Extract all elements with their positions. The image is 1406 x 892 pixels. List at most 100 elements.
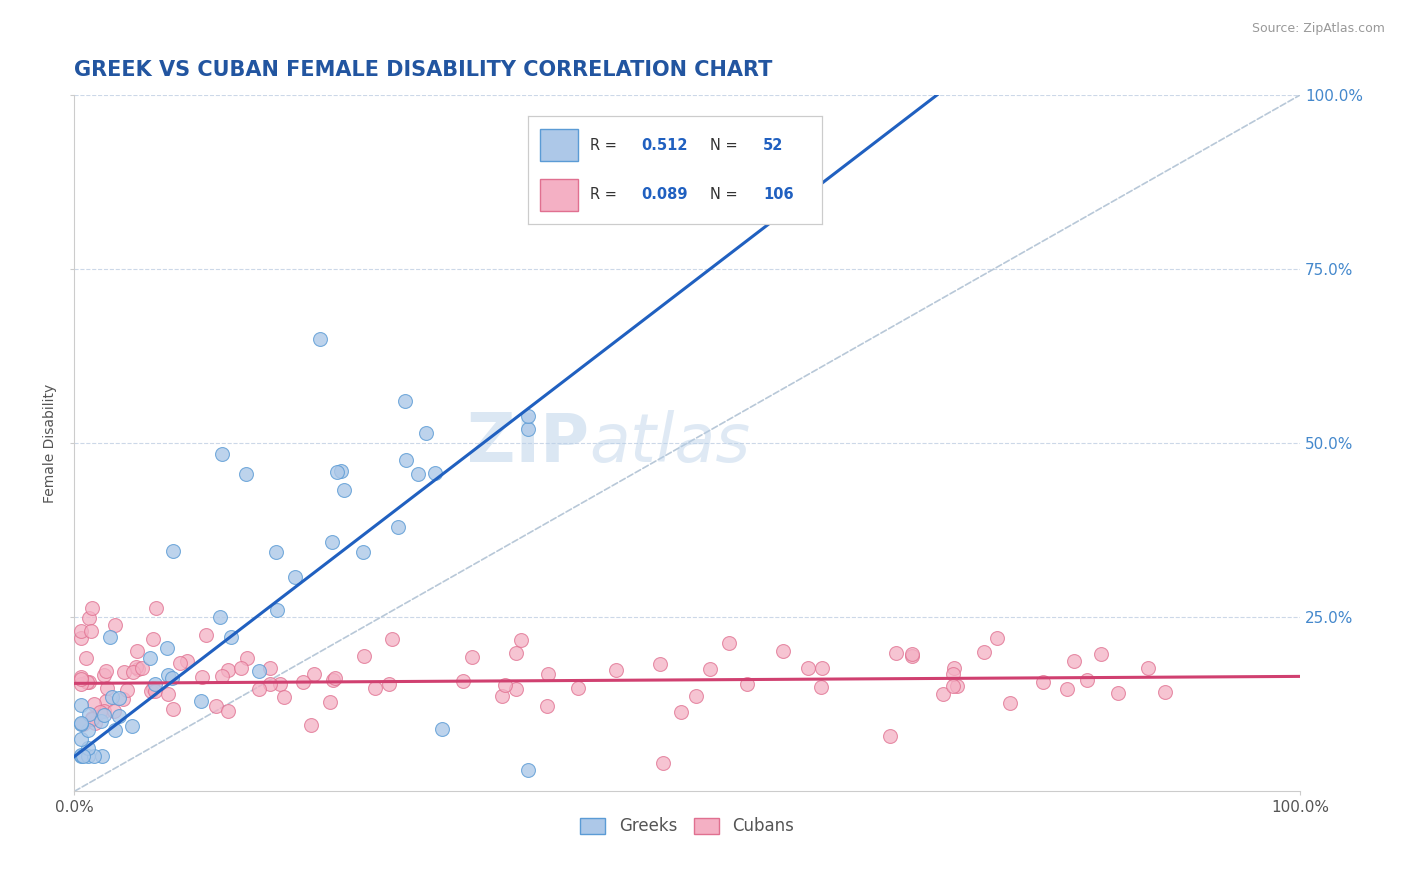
Point (946, 679, 969, 693)
Point (415, 425, 437, 440)
Point (1107, 686, 1129, 700)
Point (879, 729, 901, 743)
Point (94, 665, 117, 679)
Point (93, 708, 115, 723)
Point (669, 705, 692, 719)
Point (264, 545, 287, 559)
Point (76, 723, 98, 738)
Point (884, 646, 907, 660)
Point (160, 671, 183, 685)
Point (143, 684, 166, 698)
Point (1076, 673, 1098, 688)
Point (304, 667, 326, 681)
Point (236, 650, 259, 665)
Legend: Greeks, Cubans: Greeks, Cubans (574, 811, 800, 842)
Point (156, 687, 179, 701)
Point (505, 646, 527, 660)
Point (217, 664, 239, 678)
Point (247, 664, 270, 678)
Point (84, 716, 107, 731)
Point (364, 681, 387, 695)
Point (451, 673, 474, 688)
Point (737, 677, 759, 691)
Point (536, 698, 558, 713)
Point (125, 660, 148, 674)
Point (326, 465, 349, 479)
Point (932, 686, 955, 700)
Point (77, 611, 100, 625)
Point (353, 649, 375, 664)
Point (91, 749, 114, 764)
Point (190, 694, 212, 708)
Point (772, 644, 794, 658)
Point (127, 662, 149, 676)
Point (104, 618, 127, 632)
Point (516, 764, 538, 778)
Point (1063, 655, 1085, 669)
Point (77, 740, 100, 755)
Point (76, 674, 98, 689)
Point (537, 667, 560, 681)
Point (648, 657, 671, 671)
Point (1032, 674, 1054, 689)
Point (266, 602, 288, 616)
Point (195, 628, 218, 642)
Point (1056, 682, 1078, 697)
Point (494, 678, 516, 692)
Point (259, 676, 281, 690)
Point (505, 681, 527, 696)
Point (162, 702, 184, 716)
Point (430, 722, 453, 736)
Point (1136, 661, 1159, 675)
Point (69, 670, 91, 684)
Point (605, 663, 627, 677)
Point (395, 453, 418, 467)
Point (75, 651, 97, 665)
Point (205, 699, 228, 714)
Point (461, 649, 484, 664)
Point (69, 698, 91, 713)
Point (998, 697, 1021, 711)
Point (217, 704, 239, 718)
Point (90, 714, 112, 728)
Point (142, 681, 165, 695)
Point (406, 467, 429, 481)
Point (219, 630, 242, 644)
Point (323, 671, 346, 685)
Point (80, 711, 103, 725)
Point (299, 718, 322, 732)
Point (121, 718, 143, 732)
Point (112, 665, 135, 679)
Point (69, 631, 91, 645)
Point (169, 656, 191, 670)
Point (699, 662, 721, 676)
Point (142, 632, 165, 647)
Point (77, 675, 100, 690)
Point (111, 691, 134, 706)
Point (209, 610, 232, 624)
Point (115, 682, 138, 697)
Text: ZIP: ZIP (467, 410, 589, 476)
Point (83, 749, 105, 764)
Point (131, 661, 153, 675)
Point (93, 667, 115, 681)
Point (797, 661, 820, 675)
Point (72, 717, 94, 731)
Point (156, 641, 179, 656)
Point (567, 681, 589, 695)
Point (141, 684, 163, 698)
Point (516, 409, 538, 423)
Point (211, 447, 233, 461)
Point (333, 483, 356, 498)
Point (107, 708, 129, 723)
Point (322, 673, 344, 687)
Point (321, 534, 343, 549)
Text: Source: ZipAtlas.com: Source: ZipAtlas.com (1251, 22, 1385, 36)
Point (103, 704, 125, 718)
Point (156, 667, 179, 681)
Point (69, 715, 91, 730)
Point (718, 636, 741, 650)
Point (69, 732, 91, 747)
Point (77, 706, 100, 721)
Point (352, 545, 374, 559)
